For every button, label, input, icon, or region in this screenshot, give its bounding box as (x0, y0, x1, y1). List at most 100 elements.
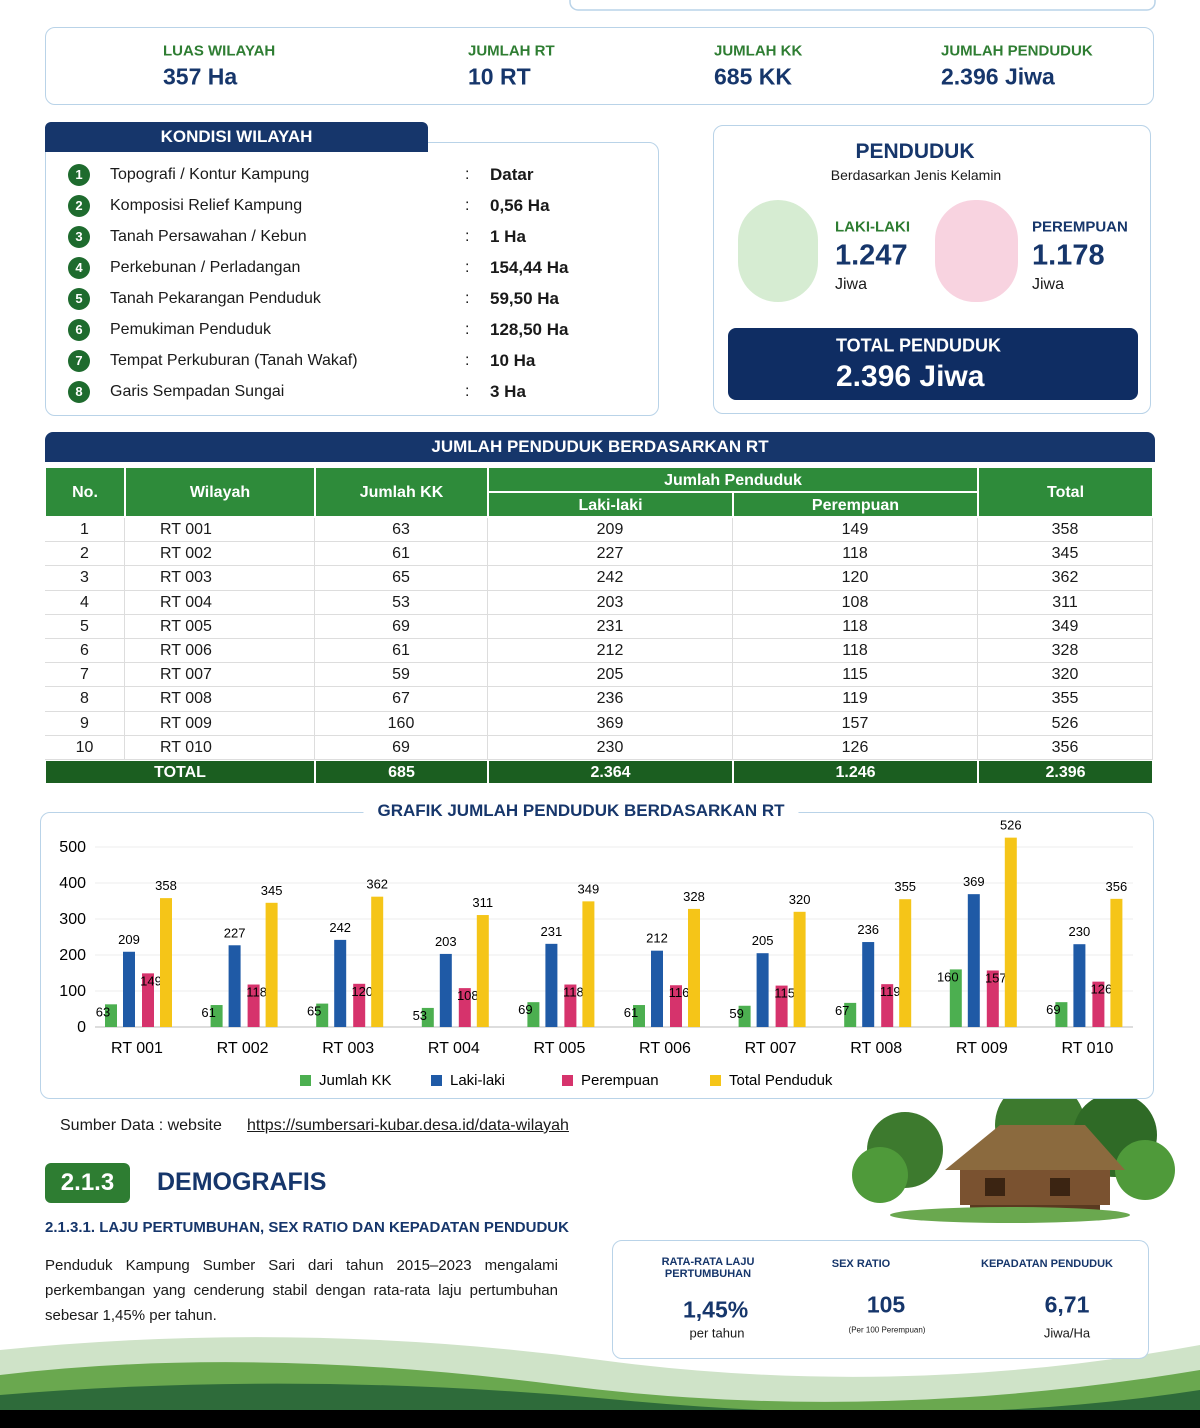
table-cell: 345 (978, 542, 1153, 567)
table-cell: 526 (978, 711, 1153, 736)
table-cell: 115 (733, 663, 978, 688)
table-cell: RT 009 (125, 711, 315, 736)
table-cell: 1 (45, 518, 125, 543)
stat-value: 2.396 Jiwa (941, 63, 1055, 90)
table-cell: 61 (315, 639, 488, 664)
table-cell: RT 007 (125, 663, 315, 688)
indicator-value: 105 (866, 1291, 906, 1318)
table-header: Jumlah KK (315, 467, 488, 517)
stat-value: 357 Ha (163, 63, 238, 90)
table-cell: RT 003 (125, 566, 315, 591)
item-separator: : (465, 383, 470, 400)
stat-value: 10 RT (468, 63, 531, 90)
table-total-cell: 2.396 (978, 760, 1153, 784)
table-cell: 236 (488, 687, 733, 712)
table-cell: 355 (978, 687, 1153, 712)
section-title: DEMOGRAFIS (157, 1168, 327, 1196)
item-value: 3 Ha (490, 382, 526, 401)
table-cell: 356 (978, 735, 1153, 760)
table-cell: 230 (488, 735, 733, 760)
table-cell: 9 (45, 711, 125, 736)
item-value: 128,50 Ha (490, 320, 569, 339)
table-header: No. (45, 467, 125, 517)
table-header: Total (978, 467, 1153, 517)
total-badge (728, 328, 1138, 400)
table-cell: 328 (978, 639, 1153, 664)
indicator-label: RATA-RATA LAJU PERTUMBUHAN (661, 1256, 755, 1280)
table-cell: 63 (315, 518, 488, 543)
item-number: 6 (68, 319, 90, 341)
source-link[interactable]: https://sumbersari-kubar.desa.id/data-wi… (247, 1117, 569, 1134)
stat-label: JUMLAH PENDUDUK (941, 42, 1093, 60)
table-cell: 205 (488, 663, 733, 688)
item-separator: : (465, 166, 470, 183)
indicator-unit: per tahun (689, 1325, 745, 1341)
table-cell: 5 (45, 614, 125, 639)
item-separator: : (465, 259, 470, 276)
item-label: Topografi / Kontur Kampung (110, 166, 310, 183)
house-illustration (852, 1080, 1175, 1223)
table-subheader: Perempuan (733, 492, 978, 517)
female-unit: Jiwa (1032, 276, 1065, 293)
table-cell: 8 (45, 687, 125, 712)
chart-panel (40, 812, 1154, 1099)
table-cell: 358 (978, 518, 1153, 543)
stat-value: 685 KK (714, 63, 792, 90)
item-label: Tanah Persawahan / Kebun (110, 228, 307, 245)
item-number: 4 (68, 257, 90, 279)
table-cell: 67 (315, 687, 488, 712)
kondisi-title: KONDISI WILAYAH (45, 122, 428, 152)
table-total-cell: 1.246 (733, 760, 978, 784)
table-cell: 65 (315, 566, 488, 591)
table-cell: RT 001 (125, 518, 315, 543)
table-cell: RT 008 (125, 687, 315, 712)
indicator-value: 6,71 (1044, 1291, 1090, 1318)
top-panel-edge (569, 0, 1156, 11)
stat-label: LUAS WILAYAH (163, 42, 276, 60)
male-badge (738, 200, 818, 302)
male-value: 1.247 (835, 239, 908, 272)
table-cell: 120 (733, 566, 978, 591)
table-subheader: Laki-laki (488, 492, 733, 517)
table-cell: 349 (978, 614, 1153, 639)
indicator-panel (612, 1240, 1149, 1359)
table-cell: 227 (488, 542, 733, 567)
stat-label: JUMLAH RT (468, 42, 555, 60)
table-cell: 118 (733, 542, 978, 567)
item-number: 8 (68, 381, 90, 403)
table-cell: 126 (733, 735, 978, 760)
table-cell: 69 (315, 614, 488, 639)
table-cell: 157 (733, 711, 978, 736)
item-value: 154,44 Ha (490, 258, 569, 277)
kondisi-panel (45, 142, 659, 416)
table-cell: 242 (488, 566, 733, 591)
section-number: 2.1.3 (45, 1163, 130, 1203)
table-total-cell: 2.364 (488, 760, 733, 784)
table-cell: RT 010 (125, 735, 315, 760)
indicator-label: KEPADATAN PENDUDUK (981, 1258, 1113, 1270)
indicator-unit: Jiwa/Ha (1043, 1325, 1091, 1341)
table-cell: 369 (488, 711, 733, 736)
table-header: Jumlah Penduduk (488, 467, 978, 492)
table-cell: 160 (315, 711, 488, 736)
male-unit: Jiwa (835, 276, 868, 293)
table-cell: RT 004 (125, 590, 315, 615)
table-cell: 4 (45, 590, 125, 615)
table-cell: RT 002 (125, 542, 315, 567)
item-value: 59,50 Ha (490, 289, 559, 308)
item-separator: : (465, 197, 470, 214)
item-label: Pemukiman Penduduk (110, 321, 271, 338)
table-cell: 53 (315, 590, 488, 615)
table-cell: 212 (488, 639, 733, 664)
section-paragraph: Penduduk Kampung Sumber Sari dari tahun … (45, 1257, 558, 1324)
item-separator: : (465, 290, 470, 307)
penduduk-subtitle: Berdasarkan Jenis Kelamin (830, 167, 1002, 183)
table-cell: 362 (978, 566, 1153, 591)
indicator-value: 1,45% (683, 1296, 749, 1323)
table-cell: 10 (45, 735, 125, 760)
item-number: 3 (68, 226, 90, 248)
item-label: Tanah Pekarangan Penduduk (110, 290, 321, 307)
table-cell: 320 (978, 663, 1153, 688)
